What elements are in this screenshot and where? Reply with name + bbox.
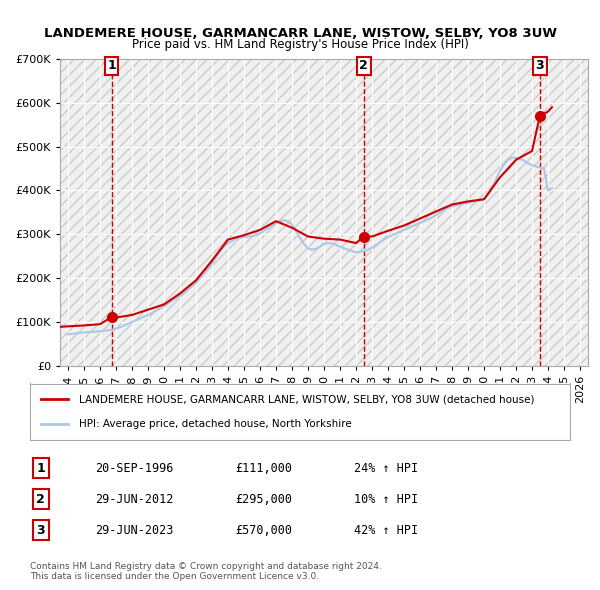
Text: 29-JUN-2012: 29-JUN-2012 (95, 493, 173, 506)
Text: 1: 1 (37, 461, 45, 475)
Bar (60, 59, 588, 366)
Text: 2: 2 (37, 493, 45, 506)
Text: 24% ↑ HPI: 24% ↑ HPI (354, 461, 418, 475)
Text: LANDEMERE HOUSE, GARMANCARR LANE, WISTOW, SELBY, YO8 3UW: LANDEMERE HOUSE, GARMANCARR LANE, WISTOW… (44, 27, 557, 40)
Text: £295,000: £295,000 (235, 493, 292, 506)
Text: LANDEMERE HOUSE, GARMANCARR LANE, WISTOW, SELBY, YO8 3UW (detached house): LANDEMERE HOUSE, GARMANCARR LANE, WISTOW… (79, 394, 534, 404)
Text: 42% ↑ HPI: 42% ↑ HPI (354, 523, 418, 537)
Text: 3: 3 (536, 59, 544, 72)
Text: £570,000: £570,000 (235, 523, 292, 537)
Text: This data is licensed under the Open Government Licence v3.0.: This data is licensed under the Open Gov… (30, 572, 319, 581)
Text: 10% ↑ HPI: 10% ↑ HPI (354, 493, 418, 506)
Text: 20-SEP-1996: 20-SEP-1996 (95, 461, 173, 475)
Text: Price paid vs. HM Land Registry's House Price Index (HPI): Price paid vs. HM Land Registry's House … (131, 38, 469, 51)
Text: 29-JUN-2023: 29-JUN-2023 (95, 523, 173, 537)
Text: Contains HM Land Registry data © Crown copyright and database right 2024.: Contains HM Land Registry data © Crown c… (30, 562, 382, 571)
Text: £111,000: £111,000 (235, 461, 292, 475)
Text: 2: 2 (359, 59, 368, 72)
Text: 3: 3 (37, 523, 45, 537)
Text: HPI: Average price, detached house, North Yorkshire: HPI: Average price, detached house, Nort… (79, 419, 352, 429)
Text: 1: 1 (107, 59, 116, 72)
